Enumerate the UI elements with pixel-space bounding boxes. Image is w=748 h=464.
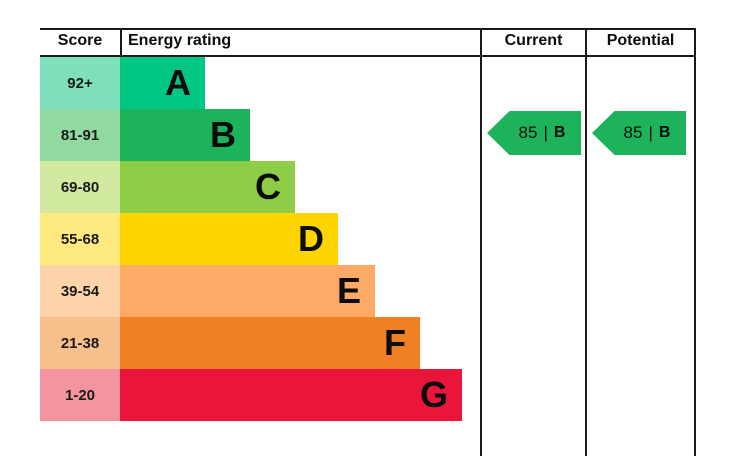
rating-bar-f: F bbox=[120, 317, 420, 369]
current-score-value: 85 bbox=[518, 123, 538, 142]
rating-bar-b: B bbox=[120, 109, 250, 161]
potential-band-letter: B bbox=[658, 124, 671, 141]
potential-separator: | bbox=[648, 123, 653, 142]
header-current: Current bbox=[504, 32, 563, 49]
rating-bar-e: E bbox=[120, 265, 375, 317]
current-column-right-border bbox=[585, 28, 587, 456]
score-range-label: 81-91 bbox=[40, 109, 120, 161]
potential-score-value: 85 bbox=[623, 123, 643, 142]
rating-row-d: 55-68 D bbox=[40, 213, 500, 265]
rating-letter: F bbox=[384, 322, 406, 363]
header-score: Score bbox=[57, 32, 103, 49]
header-energy-rating: Energy rating bbox=[128, 32, 232, 49]
potential-column-right-border bbox=[694, 28, 696, 456]
rating-bar-c: C bbox=[120, 161, 295, 213]
rating-letter: E bbox=[336, 270, 361, 311]
score-range-label: 39-54 bbox=[40, 265, 120, 317]
rating-letter: A bbox=[165, 62, 191, 103]
rating-bar-d: D bbox=[120, 213, 338, 265]
current-band-letter: B bbox=[553, 124, 566, 141]
rating-row-g: 1-20 G bbox=[40, 369, 500, 421]
score-range-label: 92+ bbox=[40, 57, 120, 109]
potential-arrow: 85 | B bbox=[592, 111, 686, 155]
header-potential: Potential bbox=[606, 32, 675, 49]
rating-rows: 92+ A 81-91 B 69-80 C 55-68 D 39-54 E 21… bbox=[40, 57, 500, 421]
score-range-label: 55-68 bbox=[40, 213, 120, 265]
rating-letter: C bbox=[255, 166, 281, 207]
rating-bar-g: G bbox=[120, 369, 462, 421]
rating-row-b: 81-91 B bbox=[40, 109, 500, 161]
rating-letter: D bbox=[298, 218, 324, 259]
current-column-left-border bbox=[480, 28, 482, 456]
rating-bar-a: A bbox=[120, 57, 205, 109]
current-separator: | bbox=[543, 123, 548, 142]
score-range-label: 1-20 bbox=[40, 369, 120, 421]
rating-row-c: 69-80 C bbox=[40, 161, 500, 213]
score-range-label: 21-38 bbox=[40, 317, 120, 369]
rating-row-e: 39-54 E bbox=[40, 265, 500, 317]
rating-letter: B bbox=[210, 114, 236, 155]
rating-row-a: 92+ A bbox=[40, 57, 500, 109]
header-underline bbox=[40, 55, 696, 57]
table-top-border bbox=[40, 28, 696, 30]
score-range-label: 69-80 bbox=[40, 161, 120, 213]
current-arrow: 85 | B bbox=[487, 111, 581, 155]
chart-area: Score Energy rating Current Potential 92… bbox=[40, 28, 696, 458]
rating-row-f: 21-38 F bbox=[40, 317, 500, 369]
score-column-divider bbox=[120, 28, 122, 55]
rating-letter: G bbox=[419, 374, 448, 415]
